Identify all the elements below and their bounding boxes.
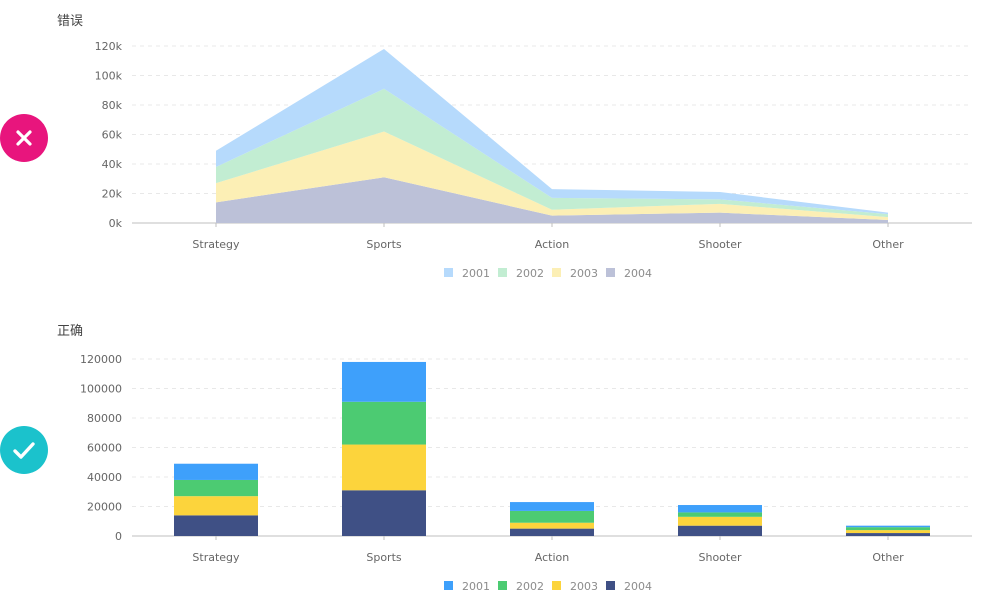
y-tick-label: 60000 — [87, 442, 122, 455]
legend-label: 2002 — [516, 580, 544, 593]
x-tick-label: Action — [535, 238, 569, 251]
area-series-2002 — [216, 88, 888, 218]
x-tick-label: Action — [535, 551, 569, 564]
bar-2003-shooter — [678, 516, 762, 526]
right-badge — [0, 426, 48, 474]
legend-swatch-2003 — [552, 268, 561, 277]
x-tick-label: Shooter — [698, 238, 741, 251]
bar-2002-strategy — [174, 479, 258, 497]
right-panel: 正确 0 20000 40000 60000 80000 100000 120000 Stra… — [0, 310, 1003, 614]
legend-label: 2004 — [624, 267, 652, 280]
y-tick-label: 40k — [102, 158, 123, 171]
legend-swatch-2001 — [444, 581, 453, 590]
wrong-badge — [0, 114, 48, 162]
y-tick-label: 80000 — [87, 412, 122, 425]
legend-swatch-2004 — [606, 268, 615, 277]
y-tick-label: 20k — [102, 188, 123, 201]
legend-label: 2003 — [570, 267, 598, 280]
y-tick-label: 0k — [109, 217, 123, 230]
y-tick-label: 20000 — [87, 501, 122, 514]
legend-label: 2003 — [570, 580, 598, 593]
area-series-2003 — [216, 131, 888, 221]
bar-2004-sports — [342, 490, 426, 536]
bar-2003-action — [510, 522, 594, 529]
bar-2004-strategy — [174, 515, 258, 536]
bar-2004-shooter — [678, 525, 762, 536]
area-chart: 0k 20k 40k 60k 80k 100k 120k Strategy Sports Acti… — [95, 40, 972, 280]
legend-swatch-2004 — [606, 581, 615, 590]
area-series-2004 — [216, 177, 888, 223]
legend-swatch-2002 — [498, 581, 507, 590]
y-tick-label: 120000 — [80, 353, 122, 366]
bar-2001-action — [510, 502, 594, 511]
legend-swatch-2001 — [444, 268, 453, 277]
legend-label: 2001 — [462, 267, 490, 280]
bar-2001-strategy — [174, 463, 258, 480]
wrong-panel: 错误 0k 20k 40k 60k 80k 100k 120k Strategy Sports A… — [0, 0, 1003, 300]
x-tick-label: Other — [872, 551, 904, 564]
bar-2003-sports — [342, 444, 426, 491]
x-tick-label: Other — [872, 238, 904, 251]
bar-2002-shooter — [678, 512, 762, 517]
y-tick-label: 80k — [102, 99, 123, 112]
bar-2004-action — [510, 528, 594, 536]
bar-2003-other — [846, 530, 930, 534]
x-tick-label: Strategy — [192, 551, 240, 564]
legend-swatch-2003 — [552, 581, 561, 590]
bar-2002-action — [510, 510, 594, 523]
wrong-chart-title: 错误 — [57, 14, 84, 29]
bar-2002-other — [846, 527, 930, 531]
y-tick-label: 100k — [95, 70, 123, 83]
bar-2004-other — [846, 533, 930, 536]
bar-2001-other — [846, 525, 930, 528]
x-tick-label: Shooter — [698, 551, 741, 564]
legend-swatch-2002 — [498, 268, 507, 277]
bar-2001-shooter — [678, 505, 762, 513]
x-tick-label: Sports — [366, 551, 402, 564]
bar-2001-sports — [342, 361, 426, 402]
close-icon — [16, 130, 32, 146]
y-tick-label: 40000 — [87, 471, 122, 484]
x-tick-label: Sports — [366, 238, 402, 251]
check-icon — [13, 442, 35, 459]
y-tick-label: 0 — [115, 530, 122, 543]
bar-2002-sports — [342, 401, 426, 445]
right-chart-title: 正确 — [57, 324, 84, 339]
legend-label: 2004 — [624, 580, 652, 593]
y-tick-label: 120k — [95, 40, 123, 53]
legend-label: 2001 — [462, 580, 490, 593]
bar-chart: 0 20000 40000 60000 80000 100000 120000 Strateg… — [80, 353, 972, 593]
bar-2003-strategy — [174, 496, 258, 516]
y-tick-label: 60k — [102, 129, 123, 142]
y-tick-label: 100000 — [80, 383, 122, 396]
x-tick-label: Strategy — [192, 238, 240, 251]
legend-label: 2002 — [516, 267, 544, 280]
